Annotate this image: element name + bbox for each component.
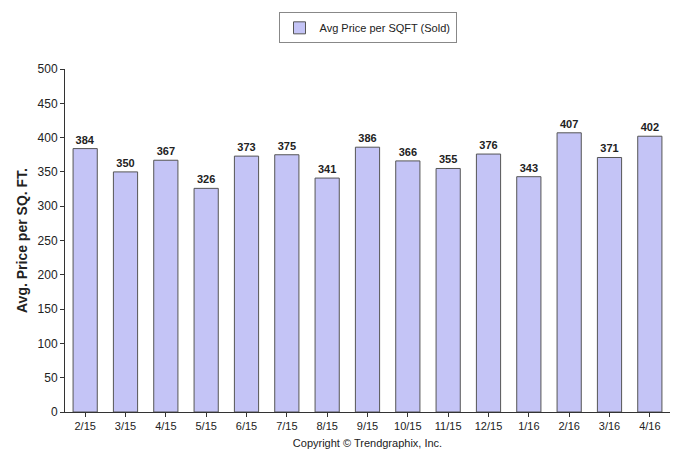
svg-text:450: 450 xyxy=(38,97,58,111)
svg-text:150: 150 xyxy=(38,302,58,316)
svg-text:384: 384 xyxy=(76,134,95,146)
svg-text:326: 326 xyxy=(197,173,215,185)
svg-text:7/15: 7/15 xyxy=(276,420,297,432)
svg-text:3/16: 3/16 xyxy=(599,420,620,432)
svg-text:367: 367 xyxy=(157,145,175,157)
svg-text:50: 50 xyxy=(44,371,58,385)
svg-text:407: 407 xyxy=(560,118,578,130)
svg-text:200: 200 xyxy=(38,268,58,282)
svg-text:350: 350 xyxy=(116,157,134,169)
svg-text:343: 343 xyxy=(520,162,538,174)
svg-text:2/16: 2/16 xyxy=(558,420,579,432)
svg-text:250: 250 xyxy=(38,234,58,248)
svg-text:400: 400 xyxy=(38,131,58,145)
svg-text:373: 373 xyxy=(237,141,255,153)
svg-text:371: 371 xyxy=(600,142,618,154)
svg-text:375: 375 xyxy=(278,140,296,152)
svg-text:Copyright © Trendgraphix, Inc.: Copyright © Trendgraphix, Inc. xyxy=(293,437,442,449)
svg-text:6/15: 6/15 xyxy=(236,420,257,432)
svg-text:Avg. Price per SQ. FT.: Avg. Price per SQ. FT. xyxy=(14,168,30,313)
svg-text:4/16: 4/16 xyxy=(639,420,660,432)
svg-text:500: 500 xyxy=(38,62,58,76)
svg-text:5/15: 5/15 xyxy=(195,420,216,432)
svg-text:0: 0 xyxy=(51,405,58,419)
svg-text:376: 376 xyxy=(479,139,497,151)
svg-text:9/15: 9/15 xyxy=(357,420,378,432)
svg-text:350: 350 xyxy=(38,165,58,179)
svg-text:386: 386 xyxy=(358,132,376,144)
svg-text:3/15: 3/15 xyxy=(115,420,136,432)
svg-text:402: 402 xyxy=(641,121,659,133)
svg-text:366: 366 xyxy=(399,146,417,158)
svg-text:300: 300 xyxy=(38,199,58,213)
svg-text:355: 355 xyxy=(439,153,457,165)
svg-text:11/15: 11/15 xyxy=(435,420,462,432)
svg-text:2/15: 2/15 xyxy=(74,420,95,432)
svg-text:341: 341 xyxy=(318,163,336,175)
svg-text:10/15: 10/15 xyxy=(394,420,422,432)
svg-text:Avg Price per SQFT (Sold): Avg Price per SQFT (Sold) xyxy=(320,22,450,34)
svg-text:100: 100 xyxy=(38,337,58,351)
svg-text:1/16: 1/16 xyxy=(518,420,539,432)
svg-text:8/15: 8/15 xyxy=(316,420,337,432)
svg-text:4/15: 4/15 xyxy=(155,420,176,432)
svg-text:12/15: 12/15 xyxy=(475,420,503,432)
